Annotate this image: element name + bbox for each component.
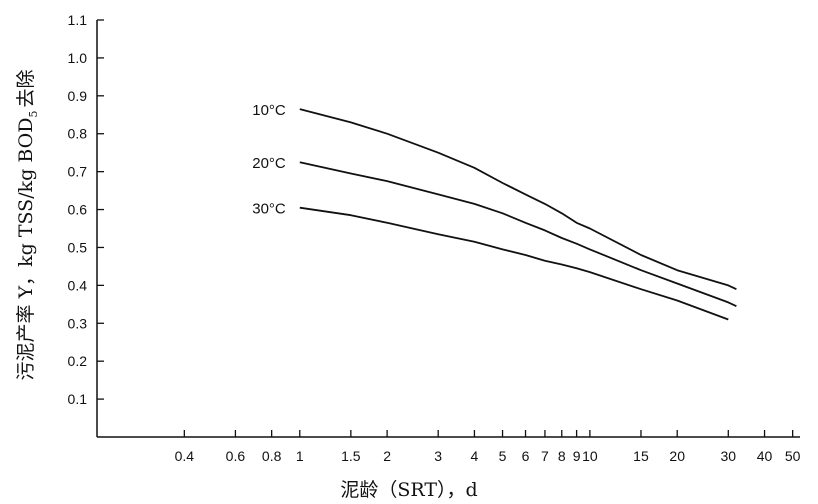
x-tick-label: 20	[669, 448, 685, 464]
series-label: 20°C	[252, 155, 286, 172]
x-tick-label: 8	[558, 448, 566, 464]
y-axis-ticks: 0.1 0.2 0.3 0.4 0.5 0.6 0.7 0.8 0.9 1.0 1.1	[68, 12, 104, 407]
y-tick-label: 0.7	[68, 164, 88, 180]
x-axis-ticks: 0.4 0.6 0.8 1 1.5 2 3 4 5 6 7 8 9 10 15 20 30 40 50	[175, 430, 801, 464]
series-label: 30°C	[252, 201, 286, 218]
y-tick-label: 0.4	[68, 277, 88, 293]
y-tick-label: 0.6	[68, 202, 88, 218]
x-tick-label: 15	[633, 448, 649, 464]
x-tick-label: 4	[471, 448, 479, 464]
x-tick-label: 0.4	[175, 448, 195, 464]
y-tick-label: 0.2	[68, 353, 88, 369]
series-line	[299, 206, 729, 321]
y-tick-label: 0.5	[68, 239, 88, 255]
series-labels: 10°C 20°C 30°C	[252, 102, 286, 218]
series-lines	[299, 108, 737, 321]
x-tick-label: 0.8	[262, 448, 282, 464]
y-axis-label: 污泥产率 Y，kg TSS/kg BOD5 去除	[15, 70, 40, 381]
x-tick-label: 50	[785, 448, 801, 464]
x-tick-label: 30	[721, 448, 737, 464]
x-tick-label: 2	[383, 448, 391, 464]
x-tick-label: 9	[573, 448, 581, 464]
y-axis-label-suffix: 去除	[15, 70, 37, 108]
y-tick-label: 0.9	[68, 88, 88, 104]
x-tick-label: 5	[499, 448, 507, 464]
x-tick-label: 10	[582, 448, 598, 464]
y-tick-label: 0.8	[68, 126, 88, 142]
x-tick-label: 6	[522, 448, 530, 464]
y-axis-label-main: 污泥产率 Y，kg TSS/kg BOD	[15, 118, 37, 381]
x-tick-label: 1.5	[341, 448, 361, 464]
y-tick-label: 0.1	[68, 391, 88, 407]
y-tick-label: 1.0	[68, 50, 88, 66]
x-tick-label: 1	[296, 448, 304, 464]
y-tick-label: 1.1	[68, 12, 88, 28]
y-axis-label-subscript: 5	[27, 111, 40, 118]
y-tick-label: 0.3	[68, 315, 88, 331]
x-tick-label: 40	[757, 448, 773, 464]
x-tick-label: 0.6	[226, 448, 246, 464]
series-line	[299, 161, 737, 308]
chart-axes	[96, 20, 800, 438]
x-axis-label: 泥龄（SRT），d	[340, 479, 477, 501]
series-label: 10°C	[252, 102, 286, 119]
series-line	[299, 108, 737, 291]
x-tick-label: 3	[434, 448, 442, 464]
x-tick-label: 7	[541, 448, 549, 464]
